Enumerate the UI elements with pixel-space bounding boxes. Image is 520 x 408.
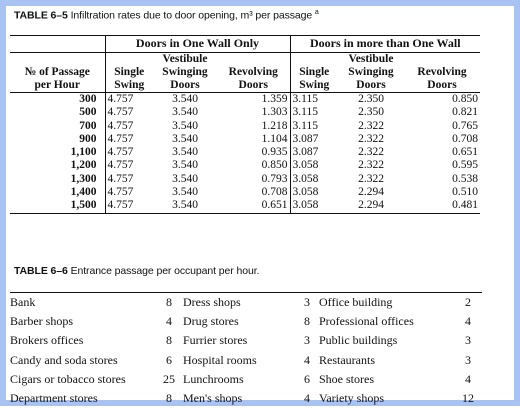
table-row: 700 4.757 3.540 1.218 3.115 2.322 0.765 bbox=[79, 119, 478, 133]
col-header-revolving-1: Revolving Doors bbox=[217, 52, 290, 93]
corner-cell bbox=[10, 35, 105, 53]
col-header-vestibule-2: Vestibule Swinging Doors bbox=[338, 52, 404, 93]
table-6-5-number: TABLE 6–5 bbox=[14, 9, 68, 22]
table-row: 900 4.757 3.540 1.104 3.087 2.322 0.708 bbox=[79, 132, 478, 147]
table-row: 500 4.757 3.540 1.303 3.115 2.350 0.821 bbox=[79, 106, 478, 120]
entrance-passage-table: Bank 8 Dress shops 3 Office building 2 Barb… bbox=[10, 292, 482, 408]
table-row: 1,100 4.757 3.540 0.935 3.087 2.322 0.65… bbox=[70, 146, 478, 160]
table-row: 1,300 4.757 3.540 0.793 3.058 2.322 0.53… bbox=[70, 172, 478, 187]
list-row: Candy and soda stores 6 Hospital rooms 4 R… bbox=[10, 352, 471, 367]
list-row: Department stores 8 Men's shops 4 Variety … bbox=[10, 391, 474, 406]
col-header-single-swing-1: Single Swing bbox=[104, 52, 153, 93]
table-6-5-title: Infiltration rates due to door opening, … bbox=[70, 9, 313, 22]
row-header-line1: № of Passage bbox=[24, 66, 90, 78]
row-header-line2: per Hour bbox=[34, 79, 80, 91]
group-header-one-wall: Doors in One Wall Only bbox=[104, 35, 290, 53]
table-6-6-number: TABLE 6–6 bbox=[14, 265, 68, 277]
col-header-single-swing-2: Single Swing bbox=[289, 52, 338, 93]
list-row: Cigars or tobacco stores 25 Lunchrooms 6 S… bbox=[10, 371, 471, 386]
group-header-more-wall: Doors in more than One Wall bbox=[289, 35, 480, 53]
infiltration-rates-table: Doors in One Wall Only Doors in more tha… bbox=[10, 35, 480, 214]
table-row: 300 4.757 3.540 1.359 3.115 2.350 0.850 bbox=[79, 92, 478, 107]
list-row: Barber shops 4 Drug stores 8 Professional … bbox=[10, 314, 471, 329]
table-6-5-caption: TABLE 6–5 Infiltration rates due to door… bbox=[14, 9, 319, 22]
table-row: 1,200 4.757 3.540 0.850 3.058 2.322 0.59… bbox=[70, 159, 478, 173]
table-6-6-title: Entrance passage per occupant per hour. bbox=[70, 265, 260, 277]
col-header-vestibule-1: Vestibule Swinging Doors bbox=[153, 52, 217, 93]
list-row: Brokers offices 8 Furrier stores 3 Public … bbox=[10, 333, 471, 348]
table-6-6-caption: TABLE 6–6 Entrance passage per occupant … bbox=[14, 265, 259, 277]
row-header: № of Passage per Hour bbox=[10, 52, 105, 93]
table-row: 1,500 4.757 3.540 0.651 3.058 2.294 0.48… bbox=[10, 199, 480, 214]
col-header-revolving-2: Revolving Doors bbox=[404, 52, 480, 93]
table-row: 1,400 4.757 3.540 0.708 3.058 2.294 0.51… bbox=[70, 186, 478, 200]
table-6-5-footnote-mark: a bbox=[314, 9, 319, 16]
list-row: Bank 8 Dress shops 3 Office building 2 bbox=[10, 295, 471, 309]
